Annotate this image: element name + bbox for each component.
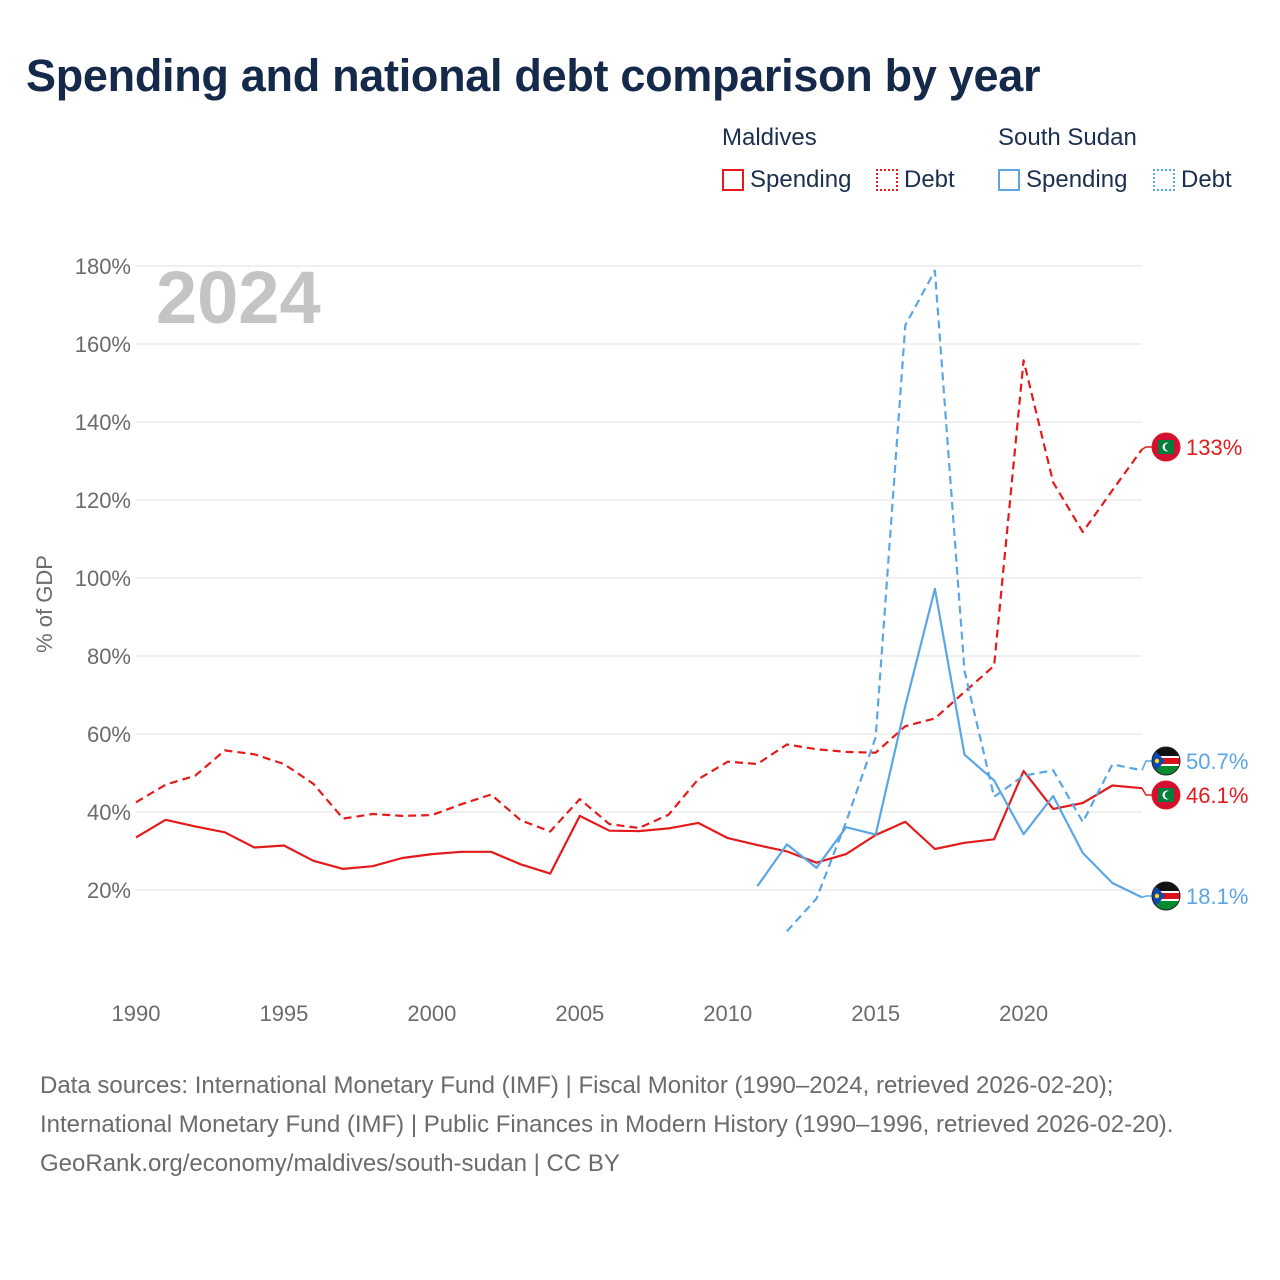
flag-stripe-green bbox=[1152, 766, 1180, 775]
x-tick-label: 2010 bbox=[703, 1001, 752, 1026]
end-label-connector bbox=[1141, 760, 1152, 771]
legend-swatch-solid-icon bbox=[722, 169, 744, 191]
south-sudan-flag-icon bbox=[1151, 746, 1181, 776]
flag-body bbox=[1152, 882, 1180, 910]
flag-star bbox=[1154, 758, 1160, 764]
y-tick-label: 120% bbox=[75, 488, 131, 513]
end-value-label: 46.1% bbox=[1186, 783, 1248, 808]
legend-swatch-dashed-icon bbox=[1153, 169, 1175, 191]
y-axis-ticks: 20% 40% 60% 80% 100% 120% 140% 160% 180% bbox=[75, 254, 131, 903]
series-lines bbox=[135, 269, 1143, 933]
series-line-maldives-debt bbox=[135, 359, 1143, 833]
flag-ring bbox=[1151, 746, 1181, 776]
south-sudan-flag-icon bbox=[1151, 881, 1181, 911]
y-tick-label: 80% bbox=[87, 644, 131, 669]
x-axis-ticks: 1990 1995 2000 2005 2010 2015 2020 bbox=[112, 1001, 1049, 1026]
y-tick-label: 160% bbox=[75, 332, 131, 357]
legend-item-maldives-spending[interactable]: Spending bbox=[722, 166, 851, 194]
end-label-connector bbox=[1141, 446, 1152, 450]
gridlines bbox=[136, 265, 1142, 891]
y-tick-label: 100% bbox=[75, 566, 131, 591]
legend-label: Spending bbox=[750, 166, 852, 193]
end-value-label: 50.7% bbox=[1186, 749, 1248, 774]
legend-label: Spending bbox=[1026, 166, 1128, 193]
x-tick-label: 2005 bbox=[555, 1001, 604, 1026]
y-axis-label: % of GDP bbox=[32, 555, 57, 653]
series-line-maldives-spending bbox=[135, 769, 1143, 875]
y-tick-label: 140% bbox=[75, 410, 131, 435]
data-sources-text: Data sources: International Monetary Fun… bbox=[40, 1072, 1174, 1138]
year-watermark: 2024 bbox=[156, 256, 321, 339]
end-value-label: 133% bbox=[1186, 435, 1242, 460]
end-value-label: 18.1% bbox=[1186, 884, 1248, 909]
flag-ring bbox=[1151, 780, 1181, 810]
x-tick-label: 2015 bbox=[851, 1001, 900, 1026]
end-label-connector bbox=[1141, 895, 1152, 899]
chart-title: Spending and national debt comparison by… bbox=[26, 50, 1041, 101]
end-label-connector bbox=[1141, 787, 1152, 796]
flag-ring bbox=[1151, 432, 1181, 462]
series-line-south-sudan-debt bbox=[786, 269, 1143, 933]
flag-fimbriation bbox=[1152, 891, 1180, 893]
flag-stripe-black bbox=[1152, 747, 1180, 756]
y-tick-label: 40% bbox=[87, 800, 131, 825]
x-tick-label: 1995 bbox=[259, 1001, 308, 1026]
flag-crescent-cut bbox=[1164, 443, 1173, 451]
flag-stripe-red bbox=[1152, 758, 1180, 764]
series-line-south-sudan-spending bbox=[756, 587, 1143, 899]
x-tick-label: 2020 bbox=[999, 1001, 1048, 1026]
legend-swatch-dashed-icon bbox=[876, 169, 898, 191]
line-chart: 2024 20% 40% 60% 80% 100% 120% 140% 160% 180% 19… bbox=[32, 254, 1248, 1026]
flag-fimbriation bbox=[1152, 899, 1180, 901]
source-notes: Data sources: International Monetary Fun… bbox=[40, 1066, 1240, 1183]
end-labels: 133% 50.7% 46.1% 18.1% bbox=[1141, 432, 1248, 911]
maldives-flag-icon bbox=[1151, 780, 1181, 810]
attribution-link[interactable]: GeoRank.org/economy/maldives/south-sudan… bbox=[40, 1150, 620, 1177]
y-tick-label: 60% bbox=[87, 722, 131, 747]
x-tick-label: 2000 bbox=[407, 1001, 456, 1026]
flag-ring bbox=[1151, 881, 1181, 911]
y-tick-label: 180% bbox=[75, 254, 131, 279]
y-tick-label: 20% bbox=[87, 878, 131, 903]
flag-star bbox=[1154, 893, 1160, 899]
flag-stripe-black bbox=[1152, 882, 1180, 891]
flag-crescent-cut bbox=[1164, 791, 1173, 799]
maldives-flag-icon bbox=[1151, 432, 1181, 462]
legend-group-maldives: Maldives bbox=[722, 124, 817, 151]
legend-item-south-sudan-debt[interactable]: Debt bbox=[1153, 166, 1232, 194]
legend-label: Debt bbox=[1181, 166, 1232, 193]
x-tick-label: 1990 bbox=[112, 1001, 161, 1026]
flag-fimbriation bbox=[1152, 756, 1180, 758]
flag-stripe-green bbox=[1152, 901, 1180, 910]
flag-body bbox=[1152, 747, 1180, 775]
flag-fimbriation bbox=[1152, 764, 1180, 766]
legend-label: Debt bbox=[904, 166, 955, 193]
legend-item-maldives-debt[interactable]: Debt bbox=[876, 166, 955, 194]
flag-stripe-red bbox=[1152, 893, 1180, 899]
legend-swatch-solid-icon bbox=[998, 169, 1020, 191]
legend-group-south-sudan: South Sudan bbox=[998, 124, 1137, 151]
legend-item-south-sudan-spending[interactable]: Spending bbox=[998, 166, 1127, 194]
